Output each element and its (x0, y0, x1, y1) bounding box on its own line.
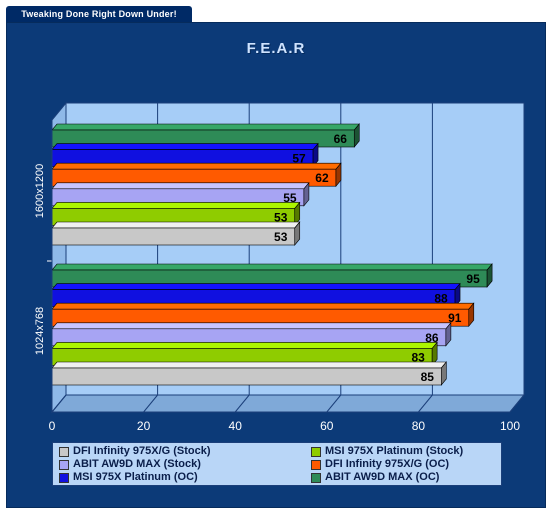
plot-floor (50, 394, 526, 413)
x-tick-label: 80 (412, 419, 426, 433)
legend-swatch (311, 446, 321, 457)
bar-end-cap (303, 181, 310, 207)
bar-top-face (51, 322, 452, 330)
bar-value-label: 95 (466, 272, 480, 286)
x-tick-label: 60 (320, 419, 334, 433)
bar-value-label: 53 (274, 230, 288, 244)
y-category-label: 1600x1200 (34, 164, 46, 218)
bar-top-face (51, 302, 475, 310)
bar-value-label: 62 (315, 171, 329, 185)
legend-label: ABIT AW9D MAX (OC) (325, 471, 440, 483)
bar-top-face (51, 221, 301, 229)
y-category-label: 1024x768 (34, 307, 46, 355)
bar-end-cap (486, 263, 493, 288)
bar (51, 227, 296, 246)
chart-title: F.E.A.R (246, 40, 306, 57)
bar-value-label: 91 (448, 311, 462, 325)
x-tick-label: 40 (229, 419, 243, 433)
x-tick-label: 100 (500, 419, 520, 433)
legend-swatch (311, 459, 321, 470)
x-tick-label: 20 (137, 419, 151, 433)
bar-end-cap (440, 361, 447, 386)
bar-top-face (51, 143, 319, 150)
bar-top-face (51, 361, 447, 369)
bar-value-label: 85 (421, 370, 435, 384)
bar-end-cap (353, 123, 360, 148)
bar-top-face (51, 342, 438, 349)
bar-end-cap (294, 201, 301, 227)
legend-label: ABIT AW9D MAX (Stock) (73, 458, 201, 470)
bar-top-face (51, 263, 493, 271)
chart-legend: DFI Infinity 975X/G (Stock) MSI 975X Pla… (52, 442, 502, 486)
bar-end-cap (335, 162, 342, 188)
bar-end-cap (431, 341, 438, 367)
legend-label: DFI Infinity 975X/G (OC) (325, 458, 450, 470)
bar (51, 367, 442, 386)
legend-item-dfi-stock: DFI Infinity 975X/G (Stock) (59, 445, 311, 458)
bar-value-label: 86 (425, 331, 439, 345)
bar-value-label: 57 (292, 152, 306, 166)
bar-value-label: 55 (283, 191, 297, 205)
floor-gridline (326, 394, 342, 413)
bar-end-cap (445, 321, 452, 347)
floor-gridline (509, 394, 525, 413)
legend-item-dfi-oc: DFI Infinity 975X/G (OC) (311, 458, 501, 471)
bar-top-face (51, 202, 301, 209)
bar-value-label: 88 (434, 292, 448, 306)
floor-gridline (418, 394, 433, 413)
legend-label: DFI Infinity 975X/G (Stock) (73, 445, 211, 457)
legend-item-msi-stock: MSI 975X Platinum (Stock) (311, 445, 501, 458)
bar-top-face (51, 182, 310, 190)
bar-end-cap (294, 221, 301, 246)
bar-value-label: 66 (334, 132, 348, 146)
bar-top-face (51, 162, 342, 170)
bar-top-face (51, 123, 360, 131)
x-tick-label: 0 (49, 419, 56, 433)
floor-gridline (234, 394, 250, 413)
floor-gridline (51, 394, 67, 413)
bar-end-cap (468, 302, 475, 328)
legend-swatch (59, 459, 69, 470)
bar-value-label: 53 (274, 210, 288, 224)
bar-end-cap (312, 142, 319, 168)
site-tagline-banner: Tweaking Done Right Down Under! (6, 6, 192, 22)
bar-value-label: 83 (411, 350, 425, 364)
legend-item-abit-oc: ABIT AW9D MAX (OC) (311, 471, 501, 484)
legend-label: MSI 975X Platinum (OC) (73, 471, 198, 483)
legend-swatch (311, 472, 321, 483)
floor-gridline (143, 394, 158, 413)
bar-end-cap (454, 282, 461, 308)
legend-swatch (59, 472, 69, 483)
legend-item-msi-oc: MSI 975X Platinum (OC) (59, 471, 311, 484)
legend-swatch (59, 446, 69, 457)
legend-item-abit-stock: ABIT AW9D MAX (Stock) (59, 458, 311, 471)
legend-label: MSI 975X Platinum (Stock) (325, 445, 464, 457)
bar-top-face (51, 283, 461, 290)
